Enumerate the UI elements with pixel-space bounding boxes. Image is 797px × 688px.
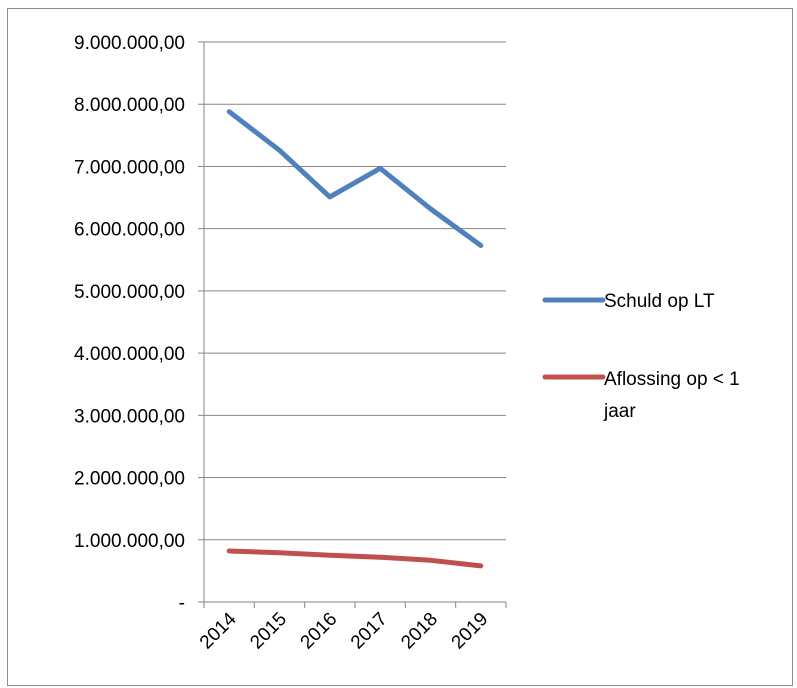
chart-frame: [7, 8, 793, 686]
y-tick-label: 5.000.000,00: [74, 282, 185, 303]
x-tick-label: 2016: [297, 609, 342, 654]
series-lines: [226, 109, 484, 569]
legend-label-aflossing-line2: jaar: [603, 401, 636, 422]
x-tick-label: 2017: [347, 609, 392, 654]
y-tick-labels: - 1.000.000,00 2.000.000,00 3.000.000,00 4.0…: [74, 33, 185, 614]
y-tick-label: 4.000.000,00: [74, 344, 185, 365]
x-tick-label: 2019: [448, 609, 493, 654]
series-line-1: [226, 548, 484, 569]
x-tick-labels: 2014 2015 2016 2017 2018 2019: [196, 608, 492, 653]
y-tick-label: 7.000.000,00: [74, 157, 185, 178]
y-tick-label: 2.000.000,00: [74, 469, 185, 490]
y-tick-label: 9.000.000,00: [74, 33, 185, 54]
x-tick-label: 2018: [397, 609, 442, 654]
legend-label-aflossing-line1: Aflossing op < 1: [604, 369, 740, 390]
legend: Schuld op LT Aflossing op < 1 jaar: [542, 291, 740, 422]
legend-label-schuld-op-lt: Schuld op LT: [604, 291, 715, 312]
y-tick-label: -: [179, 593, 185, 614]
y-tick-label: 3.000.000,00: [74, 406, 185, 427]
axes: [198, 41, 507, 608]
y-tick-label: 6.000.000,00: [74, 220, 185, 241]
legend-item-aflossing: Aflossing op < 1 jaar: [542, 369, 740, 422]
x-tick-label: 2015: [246, 609, 291, 654]
y-tick-label: 1.000.000,00: [74, 531, 185, 552]
x-tick-label: 2014: [196, 608, 241, 653]
y-tick-label: 8.000.000,00: [74, 95, 185, 116]
gridlines: [204, 41, 506, 541]
legend-item-schuld: Schuld op LT: [542, 291, 715, 312]
series-line-0: [226, 109, 484, 248]
